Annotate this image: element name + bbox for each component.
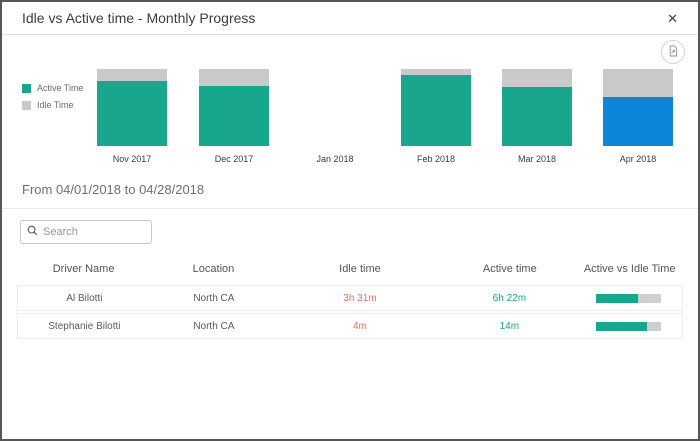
col-idle-time: Idle time [339,263,381,275]
bar-mar-2018[interactable]: Mar 2018 [502,69,572,164]
close-button[interactable]: ✕ [663,8,682,29]
table-row[interactable]: Stephanie Bilotti North CA 4m 14m [17,313,683,339]
close-icon: ✕ [667,10,678,26]
search-icon [27,223,43,241]
active-vs-idle-bar [576,321,682,331]
bar-label: Nov 2017 [112,154,152,164]
drivers-table: Driver Name Location Idle time Active ti… [2,244,698,339]
driver-name: Al Bilotti [66,292,103,304]
progress-track [596,293,662,303]
legend-item-active-time[interactable]: Active Time [22,83,84,93]
bar-feb-2018[interactable]: Feb 2018 [401,69,471,164]
progress-fill [596,293,638,303]
dialog-header: Idle vs Active time - Monthly Progress ✕ [2,2,698,35]
bar-label: Dec 2017 [214,154,254,164]
dialog-title: Idle vs Active time - Monthly Progress [22,10,256,26]
idle-time-value: 3h 31m [343,292,377,304]
active-time-swatch [22,83,31,93]
bar-jan-2018[interactable]: Jan 2018 [300,69,370,164]
idle-time-value: 4m [353,320,367,332]
bar-apr-2018-selected[interactable]: Apr 2018 [603,69,673,164]
bar-label: Feb 2018 [416,154,456,164]
search-input[interactable] [43,226,145,238]
progress-fill [596,321,648,331]
bar-label: Mar 2018 [517,154,557,164]
col-active-time: Active time [482,263,537,275]
search-section [2,209,698,244]
legend-label: Active Time [37,83,84,93]
driver-location: North CA [193,292,235,304]
bar-label: Jan 2018 [316,154,354,164]
col-driver-name: Driver Name [52,263,115,275]
active-vs-idle-bar [576,293,682,303]
col-active-vs-idle: Active vs Idle Time [583,263,676,275]
chart-legend: Active Time Idle Time [22,83,84,117]
col-location: Location [192,263,235,275]
bar-dec-2017[interactable]: Dec 2017 [199,69,269,164]
monthly-progress-chart: Active Time Idle Time Nov 2017 Dec 2017 … [2,35,698,170]
bar-label: Apr 2018 [619,154,657,164]
driver-location: North CA [193,320,235,332]
table-row[interactable]: Al Bilotti North CA 3h 31m 6h 22m [17,285,683,311]
export-report-button[interactable] [661,40,685,64]
export-report-icon [667,45,679,60]
search-box[interactable] [20,220,152,244]
idle-time-swatch [22,100,31,110]
date-range-text: From 04/01/2018 to 04/28/2018 [22,182,205,197]
table-header-row: Driver Name Location Idle time Active ti… [17,257,683,281]
active-time-value: 14m [499,320,520,332]
driver-name: Stephanie Bilotti [48,320,121,332]
progress-track [596,321,662,331]
active-time-value: 6h 22m [492,292,527,304]
legend-label: Idle Time [37,100,74,110]
bar-nov-2017[interactable]: Nov 2017 [97,69,167,164]
date-range-section: From 04/01/2018 to 04/28/2018 [2,170,698,209]
legend-item-idle-time[interactable]: Idle Time [22,100,84,110]
